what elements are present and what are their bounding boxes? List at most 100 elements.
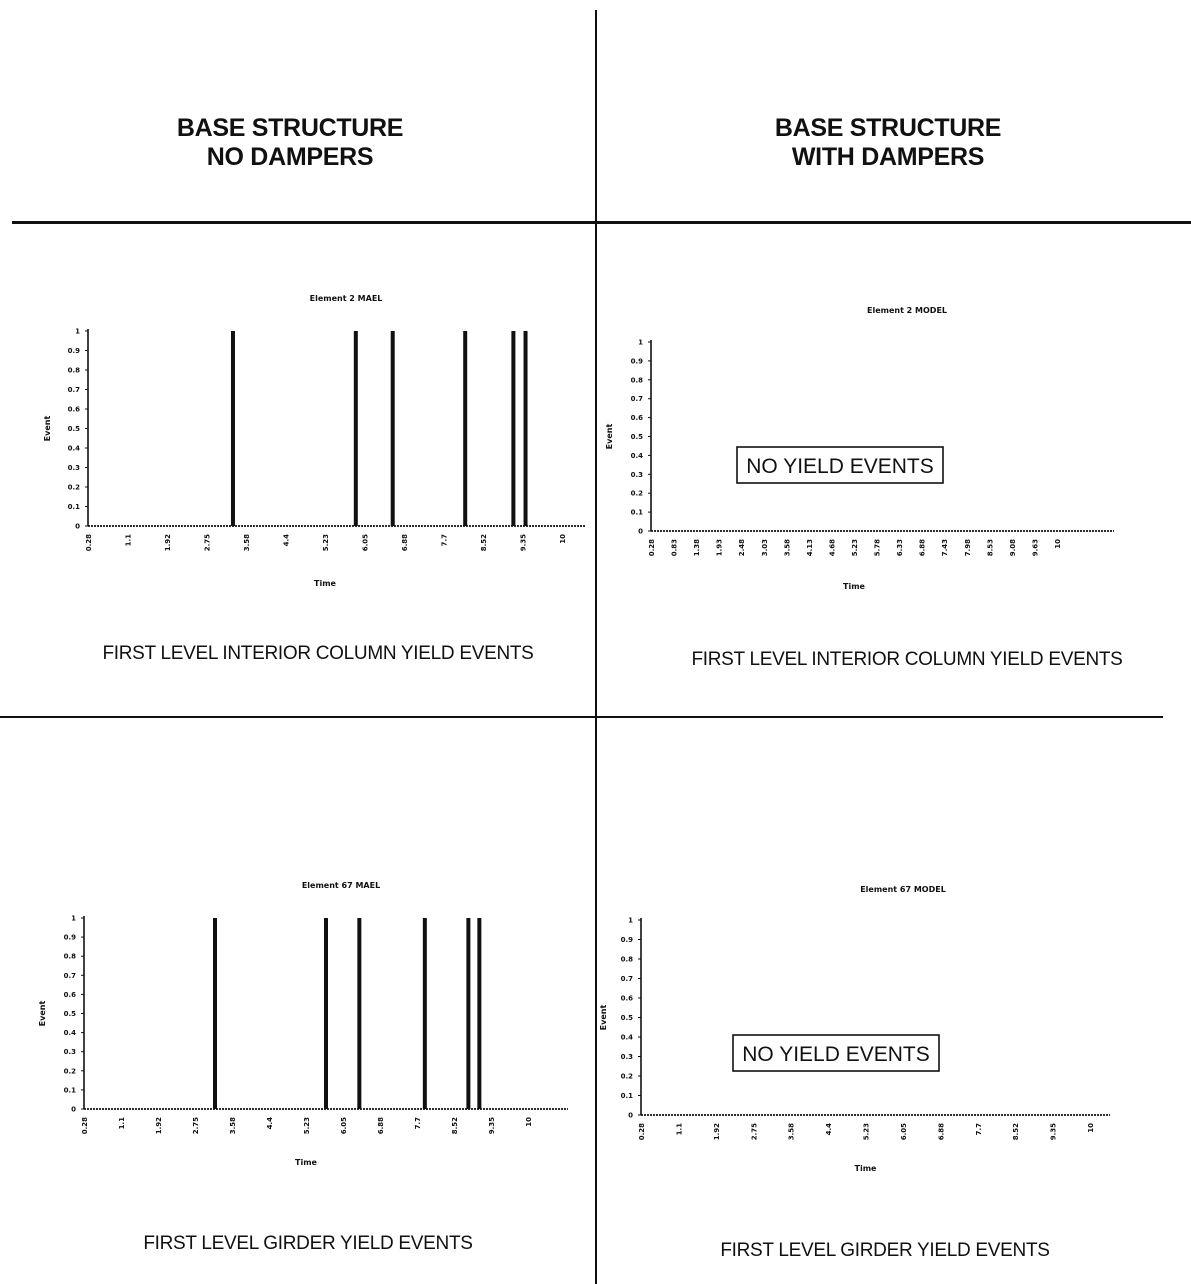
y-tick-label: 0 (638, 528, 643, 536)
y-tick-label: 0.8 (64, 953, 77, 961)
y-tick-label: 0.9 (64, 934, 77, 942)
y-tick-label: 1 (75, 328, 80, 336)
x-tick-label: 7.43 (941, 539, 949, 556)
x-tick-label: 6.05 (340, 1117, 348, 1134)
x-tick-label: 2.75 (192, 1117, 200, 1134)
x-tick-label: 7.7 (441, 534, 449, 547)
row-divider (0, 716, 1163, 718)
y-tick-label: 0.6 (631, 414, 644, 422)
x-tick-label: 1.92 (155, 1117, 163, 1134)
event-bar-3 (390, 331, 395, 526)
x-axis-label: Time (295, 1158, 318, 1167)
x-tick-label: 9.35 (520, 534, 528, 551)
x-tick-label: 0.28 (638, 1123, 646, 1140)
x-tick-label: 7.7 (975, 1123, 983, 1136)
caption-bottom-right: FIRST LEVEL GIRDER YIELD EVENTS (720, 1240, 1050, 1261)
no-yield-box (732, 1034, 940, 1072)
x-tick-label: 5.23 (851, 539, 859, 556)
x-tick-label: 10 (1054, 539, 1062, 549)
header-left-line1: BASE STRUCTURE (176, 114, 404, 142)
y-tick-label: 0 (75, 523, 80, 531)
y-tick-label: 0.8 (631, 376, 644, 384)
y-tick-label: 0.8 (68, 367, 81, 375)
x-tick-label: 1.1 (125, 534, 133, 547)
x-tick-label: 0.28 (648, 539, 656, 556)
x-tick-label: 6.88 (919, 539, 927, 556)
chart-title: Element 2 MAEL (310, 294, 383, 303)
event-bar-4 (463, 331, 468, 526)
y-tick-label: 0.1 (64, 1086, 77, 1094)
no-yield-box (736, 446, 944, 484)
header-divider (12, 221, 1191, 224)
event-bar-6 (523, 331, 528, 526)
event-bar-3 (357, 918, 362, 1109)
y-tick-label: 0.9 (631, 357, 644, 365)
event-bar-5 (511, 331, 516, 526)
event-bar-2 (324, 918, 329, 1109)
y-tick-label: 1 (71, 915, 76, 923)
y-axis-label: Event (43, 416, 52, 442)
y-axis-label: Event (605, 424, 614, 450)
x-tick-label: 8.52 (451, 1117, 459, 1134)
y-tick-label: 0.5 (68, 425, 81, 433)
x-tick-label: 1.38 (693, 539, 701, 556)
y-tick-label: 0.1 (621, 1092, 634, 1100)
y-tick-label: 0.2 (68, 484, 81, 492)
chart-title: Element 67 MAEL (302, 881, 380, 890)
chart-bottom-left: Element 67 MAEL 0 0.1 0.2 0.3 0.4 0.5 0.6 0.7 0.8… (38, 881, 568, 1167)
chart-panel-bottom-right: Element 67 MODEL 0 0.1 0.2 0.3 0.4 0.5 0.6 0.7 0.… (597, 720, 1191, 1190)
y-tick-label: 0.6 (68, 406, 81, 414)
x-tick-label: 0.83 (671, 539, 679, 556)
x-tick-label: 4.68 (828, 539, 836, 556)
x-tick-label: 4.4 (266, 1117, 274, 1130)
chart-panel-top-right: Element 2 MODEL 0 0.1 0.2 0.3 0.4 0.5 0.6 0.7 0.8… (597, 228, 1191, 698)
chart-panel-bottom-left: Element 67 MAEL 0 0.1 0.2 0.3 0.4 0.5 0.6 0.7 0.8… (0, 720, 595, 1190)
header-right: BASE STRUCTURE WITH DAMPERS (678, 114, 1098, 172)
x-tick-label: 6.88 (937, 1123, 945, 1140)
y-tick-label: 0.7 (64, 972, 77, 980)
x-tick-label: 9.35 (488, 1117, 496, 1134)
y-tick-label: 0.2 (64, 1067, 77, 1075)
x-tick-label: 3.58 (783, 539, 791, 556)
y-axis-label: Event (38, 1001, 47, 1027)
x-tick-label: 3.03 (761, 539, 769, 556)
y-tick-label: 0.7 (68, 386, 81, 394)
y-tick-label: 0.7 (631, 395, 644, 403)
x-tick-label: 7.7 (414, 1117, 422, 1130)
x-tick-label: 8.53 (986, 539, 994, 556)
event-bar-4 (422, 918, 427, 1109)
y-tick-label: 0.5 (631, 433, 644, 441)
chart-panel-top-left: Element 2 MAEL 0 0.1 0.2 0.3 0.4 0.5 0.6 0.7 0.8 0… (0, 228, 595, 698)
x-tick-label: 6.05 (900, 1123, 908, 1140)
x-axis-label: Time (843, 582, 866, 591)
header-right-line2: WITH DAMPERS (791, 143, 985, 171)
x-tick-label: 0.28 (85, 534, 93, 551)
no-yield-label: NO YIELD EVENTS (742, 1043, 930, 1066)
chart-top-left: Element 2 MAEL 0 0.1 0.2 0.3 0.4 0.5 0.6 0.7 0.8 0… (43, 294, 585, 588)
caption-top-right: FIRST LEVEL INTERIOR COLUMN YIELD EVENTS (691, 649, 1123, 670)
x-tick-label: 4.4 (283, 534, 291, 547)
x-tick-label: 5.23 (303, 1117, 311, 1134)
y-tick-label: 0.9 (68, 347, 81, 355)
y-tick-label: 0.3 (631, 471, 644, 479)
y-tick-label: 1 (638, 339, 643, 347)
y-tick-label: 0.5 (64, 1010, 77, 1018)
x-tick-label: 1.1 (118, 1117, 126, 1130)
chart-bottom-right: Element 67 MODEL 0 0.1 0.2 0.3 0.4 0.5 0.6 0.7 0.… (599, 885, 1110, 1173)
x-tick-label: 10 (559, 534, 567, 544)
event-bar-1 (230, 331, 235, 526)
x-tick-label: 2.75 (204, 534, 212, 551)
event-bar-5 (466, 918, 471, 1109)
x-tick-label: 9.08 (1009, 539, 1017, 556)
x-tick-label: 0.28 (81, 1117, 89, 1134)
y-tick-label: 0.4 (631, 452, 644, 460)
x-tick-label: 3.58 (243, 534, 251, 551)
x-tick-label: 3.58 (788, 1123, 796, 1140)
x-tick-label: 6.05 (362, 534, 370, 551)
y-tick-label: 0.2 (621, 1073, 634, 1081)
y-tick-label: 0.1 (68, 503, 81, 511)
x-tick-label: 2.75 (750, 1123, 758, 1140)
x-tick-label: 9.35 (1050, 1123, 1058, 1140)
x-tick-label: 4.4 (825, 1123, 833, 1136)
vertical-divider (595, 10, 597, 1284)
